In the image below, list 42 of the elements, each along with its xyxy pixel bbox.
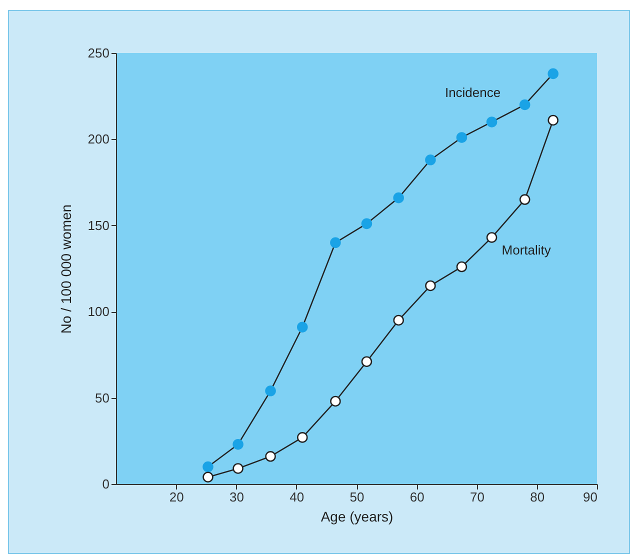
point [456,261,468,272]
point [548,68,558,80]
x-tick-label: 40 [290,490,304,504]
x-tick-label: 20 [169,490,184,504]
point [330,396,341,407]
x-axis-title: Age (years) [320,508,394,524]
point [202,461,214,472]
point [361,356,372,367]
point [425,154,436,166]
x-tick-label: 50 [350,490,364,504]
point [265,451,276,462]
y-tick-label: 250 [88,46,110,60]
point [330,237,341,248]
y-tick-label: 150 [88,218,110,233]
point [232,438,244,450]
point [361,218,372,230]
point [456,132,468,143]
point [296,432,308,443]
y-tick-label: 100 [88,304,110,320]
point [548,114,558,126]
series-label: Mortality [502,242,552,258]
point [232,463,244,474]
y-tick-label: 0 [102,476,110,492]
y-tick-label: 50 [95,390,110,406]
point [486,116,498,128]
y-axis-title: No / 100 000 women [58,204,74,334]
x-tick-label: 90 [583,490,598,504]
x-tick-label: 30 [230,490,244,504]
point [265,386,276,396]
point [296,322,308,332]
point [393,192,404,204]
point [486,232,498,243]
x-tick-label: 80 [530,490,545,504]
point [519,194,530,205]
x-tick-label: 70 [470,490,484,504]
point [393,314,404,326]
point [202,472,214,482]
x-tick-label: 60 [410,490,424,504]
series-label: Incidence [444,84,501,100]
point [519,99,530,110]
y-tick-label: 200 [88,132,110,147]
point [425,280,436,292]
